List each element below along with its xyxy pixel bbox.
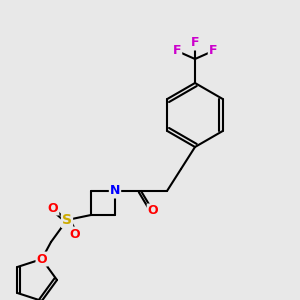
Text: S: S <box>62 213 72 227</box>
Text: O: O <box>37 253 47 266</box>
Text: N: N <box>110 184 120 197</box>
Text: O: O <box>148 205 158 218</box>
Text: O: O <box>70 227 80 241</box>
Text: O: O <box>48 202 58 214</box>
Text: F: F <box>209 44 217 58</box>
Text: F: F <box>191 37 199 50</box>
Text: F: F <box>173 44 181 58</box>
